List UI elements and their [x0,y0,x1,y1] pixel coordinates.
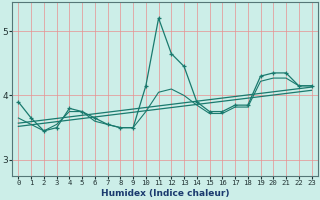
X-axis label: Humidex (Indice chaleur): Humidex (Indice chaleur) [101,189,229,198]
